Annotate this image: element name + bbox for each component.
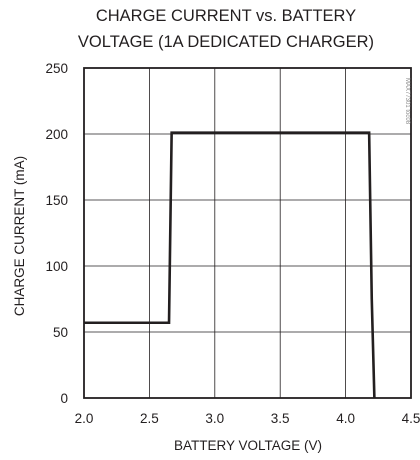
- x-tick-labels: 2.0 2.5 3.0 3.5 4.0 4.5: [75, 411, 420, 426]
- grid: [84, 68, 411, 398]
- plot-frame: [83, 67, 412, 399]
- charge-current-line: [84, 131, 376, 399]
- x-tick-label: 3.0: [205, 411, 224, 426]
- y-tick-label: 50: [53, 325, 68, 340]
- chart-title-line-2: VOLTAGE (1A DEDICATED CHARGER): [78, 33, 374, 51]
- x-tick-label: 4.0: [336, 411, 355, 426]
- x-tick-label: 2.5: [140, 411, 159, 426]
- x-tick-label: 4.5: [402, 411, 420, 426]
- y-axis-label: CHARGE CURRENT (mA): [12, 156, 27, 316]
- y-tick-label: 0: [60, 391, 68, 406]
- chart-title-line-1: CHARGE CURRENT vs. BATTERY: [96, 7, 356, 25]
- x-tick-label: 2.0: [75, 411, 94, 426]
- y-tick-labels: 0 50 100 150 200 250: [45, 61, 68, 406]
- x-tick-label: 3.5: [271, 411, 290, 426]
- x-axis-label: BATTERY VOLTAGE (V): [174, 438, 322, 453]
- y-tick-label: 150: [45, 193, 68, 208]
- y-tick-label: 250: [45, 61, 68, 76]
- y-tick-label: 100: [45, 259, 68, 274]
- figure-code: MAX77301 toc08: [404, 78, 410, 125]
- y-tick-label: 200: [45, 127, 68, 142]
